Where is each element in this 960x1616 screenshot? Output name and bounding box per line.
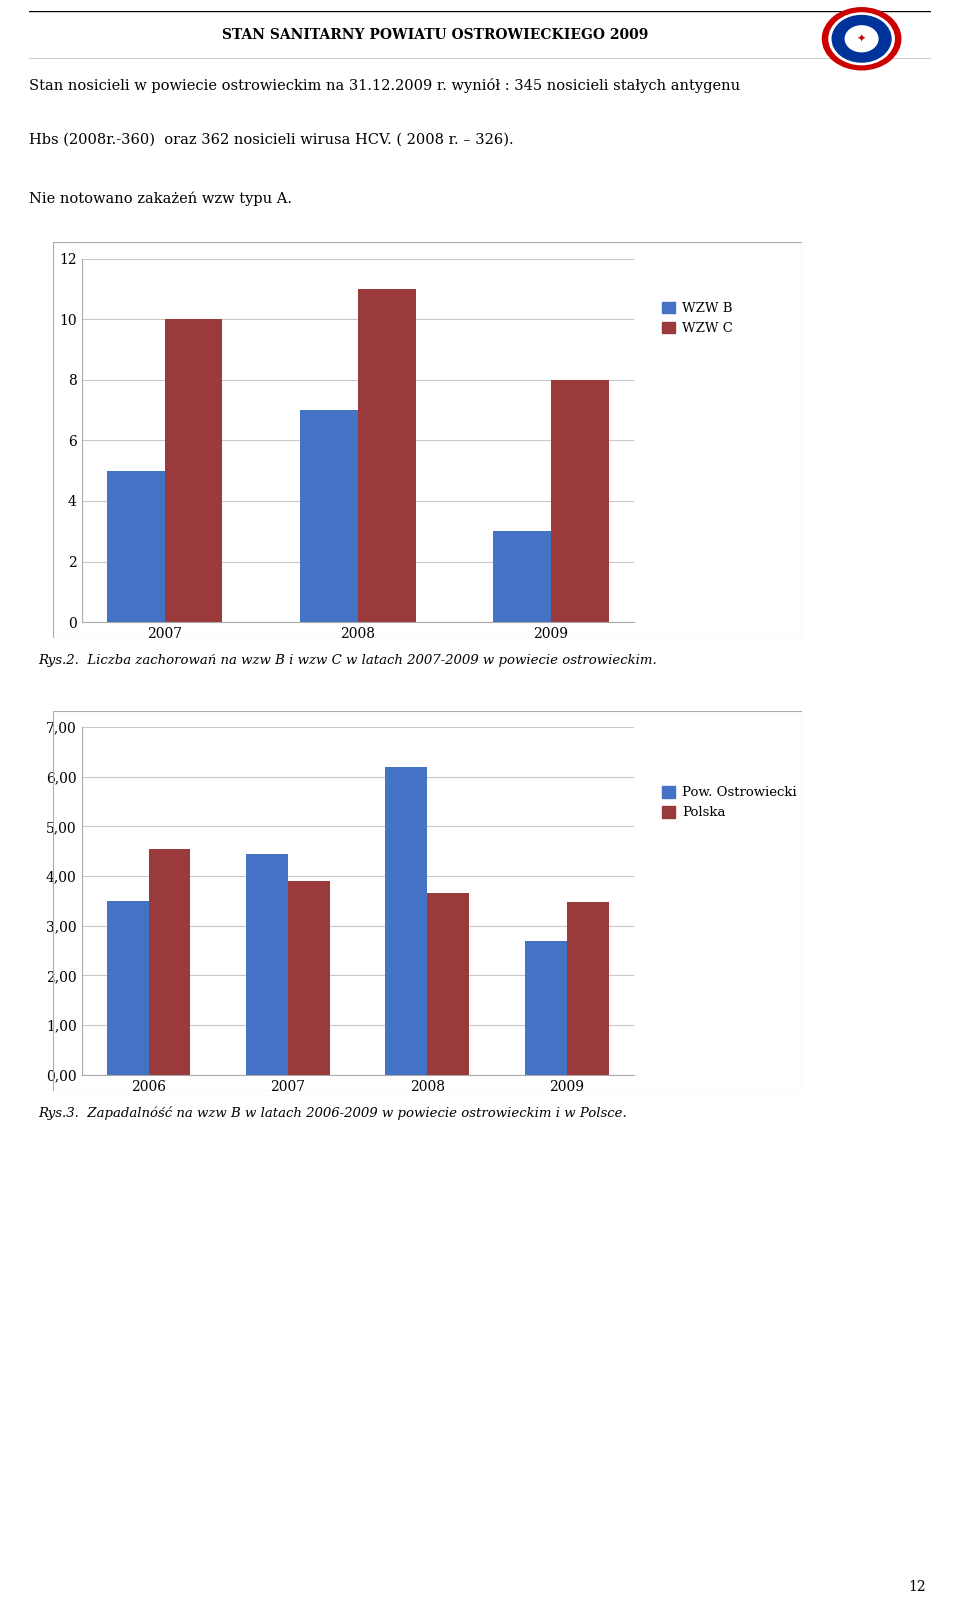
Circle shape bbox=[823, 8, 900, 69]
Legend: Pow. Ostrowiecki, Polska: Pow. Ostrowiecki, Polska bbox=[662, 785, 797, 819]
Text: Stan nosicieli w powiecie ostrowieckim na 31.12.2009 r. wyniół : 345 nosicieli s: Stan nosicieli w powiecie ostrowieckim n… bbox=[29, 78, 740, 94]
Bar bbox=[357, 289, 416, 622]
Bar bbox=[492, 532, 551, 622]
Bar bbox=[386, 768, 427, 1075]
Bar bbox=[551, 380, 609, 622]
Text: Rys.2.  Liczba zachorowań na wzw B i wzw C w latach 2007-2009 w powiecie ostrowi: Rys.2. Liczba zachorowań na wzw B i wzw … bbox=[38, 654, 658, 667]
Bar bbox=[164, 318, 223, 622]
Bar bbox=[300, 410, 357, 622]
Bar bbox=[246, 853, 288, 1075]
Text: Hbs (2008r.-360)  oraz 362 nosicieli wirusa HCV. ( 2008 r. – 326).: Hbs (2008r.-360) oraz 362 nosicieli wiru… bbox=[29, 133, 514, 147]
Bar bbox=[525, 941, 566, 1075]
Bar bbox=[427, 894, 469, 1075]
Text: ✦: ✦ bbox=[857, 34, 866, 44]
Text: STAN SANITARNY POWIATU OSTROWIECKIEGO 2009: STAN SANITARNY POWIATU OSTROWIECKIEGO 20… bbox=[222, 27, 648, 42]
Text: 12: 12 bbox=[909, 1580, 926, 1593]
Circle shape bbox=[832, 16, 891, 61]
Circle shape bbox=[828, 13, 894, 65]
Bar bbox=[149, 848, 190, 1075]
Legend: WZW B, WZW C: WZW B, WZW C bbox=[662, 302, 732, 335]
Bar bbox=[107, 902, 149, 1075]
Bar bbox=[107, 470, 164, 622]
Text: Nie notowano zakażeń wzw typu A.: Nie notowano zakażeń wzw typu A. bbox=[29, 192, 292, 207]
Circle shape bbox=[845, 26, 877, 52]
Bar bbox=[288, 881, 329, 1075]
Text: Rys.3.  Zapadalnóść na wzw B w latach 2006-2009 w powiecie ostrowieckim i w Pols: Rys.3. Zapadalnóść na wzw B w latach 200… bbox=[38, 1105, 627, 1120]
Bar bbox=[566, 902, 609, 1075]
